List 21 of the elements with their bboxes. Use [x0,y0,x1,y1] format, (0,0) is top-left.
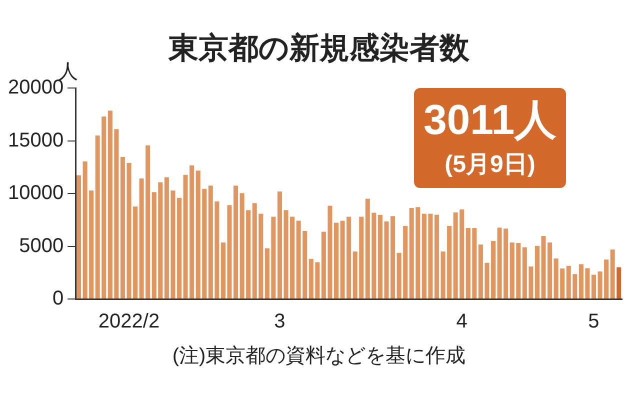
x-tick-label: 4 [456,310,468,333]
bar [610,250,615,298]
bar [76,175,82,298]
annotation: 3011人 [422,95,558,145]
bar [616,267,622,298]
chart-title: 東京都の新規感染者数 [168,32,470,65]
bar [434,214,439,298]
y-tick-label: 0 [52,288,64,310]
text: (注)東京都の資料などを基に作成 [171,344,467,369]
x-tick-label: 3 [274,310,286,333]
bar [334,222,339,298]
x-tick-label: 2022/2 [98,310,160,333]
x-tick-label: 5 [588,310,600,333]
y-tick-label: 5000 [19,234,64,257]
y-tick-label: 15000 [8,129,64,152]
bar [490,240,496,298]
bar [234,186,238,298]
y-tick-label: 10000 [8,182,64,204]
bar [176,198,182,298]
annotation: (5月9日) [444,150,536,180]
bar [591,274,596,298]
